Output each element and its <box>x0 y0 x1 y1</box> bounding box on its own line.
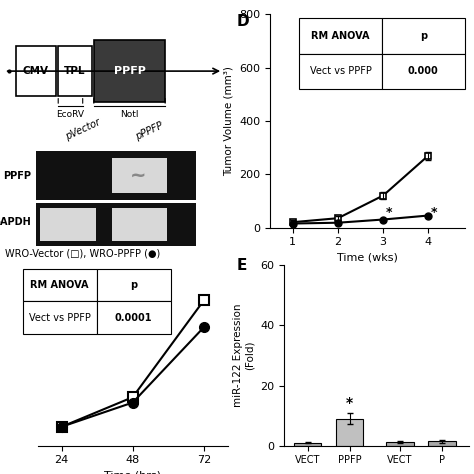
FancyBboxPatch shape <box>16 46 56 96</box>
Text: *: * <box>346 396 353 410</box>
Bar <box>336 419 363 446</box>
Bar <box>294 443 321 446</box>
Text: WRO-Vector (□), WRO-PPFP (●): WRO-Vector (□), WRO-PPFP (●) <box>5 248 160 258</box>
Text: PPFP: PPFP <box>3 171 31 181</box>
Bar <box>386 442 414 446</box>
Text: ~: ~ <box>130 166 146 185</box>
Text: PPFP: PPFP <box>114 66 146 76</box>
X-axis label: Time (wks): Time (wks) <box>337 253 398 263</box>
Text: E: E <box>237 258 247 273</box>
Bar <box>40 209 96 241</box>
Text: *: * <box>430 206 437 219</box>
Text: CMV: CMV <box>23 66 49 76</box>
Bar <box>428 441 456 446</box>
Text: pVector: pVector <box>64 117 102 142</box>
Text: EcoRV: EcoRV <box>56 110 84 119</box>
Text: GAPDH: GAPDH <box>0 217 31 227</box>
FancyBboxPatch shape <box>94 40 165 102</box>
Bar <box>112 209 167 241</box>
Y-axis label: Tumor Volume (mm³): Tumor Volume (mm³) <box>224 66 234 176</box>
Text: NotI: NotI <box>120 110 139 119</box>
X-axis label: Time (hrs): Time (hrs) <box>104 471 161 474</box>
Text: D: D <box>237 14 250 29</box>
Text: pPPFP: pPPFP <box>134 120 165 142</box>
Text: TPL: TPL <box>64 66 86 76</box>
Bar <box>112 158 167 193</box>
Text: *: * <box>385 206 392 219</box>
Y-axis label: miR-122 Expression
(Fold): miR-122 Expression (Fold) <box>233 304 255 407</box>
Bar <box>36 151 196 200</box>
FancyBboxPatch shape <box>58 46 91 96</box>
Bar <box>36 203 196 246</box>
